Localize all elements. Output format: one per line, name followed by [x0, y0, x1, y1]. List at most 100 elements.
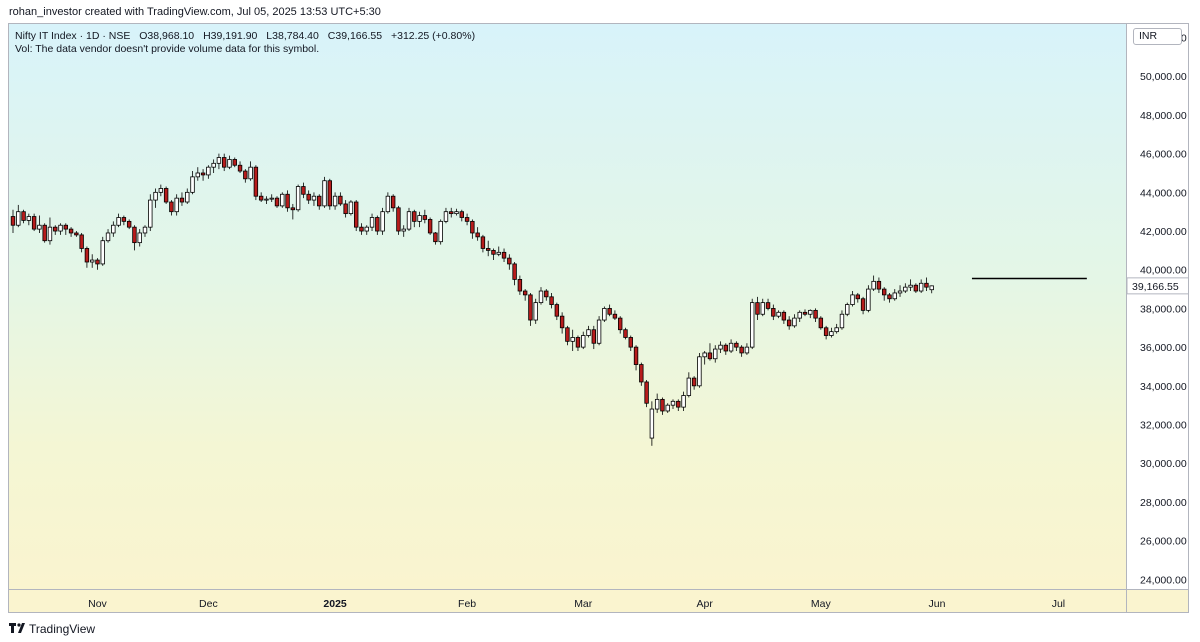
time-tick-label: Feb [458, 598, 476, 610]
plot-area[interactable] [9, 24, 1126, 589]
candle-up [908, 284, 913, 288]
candle-up [570, 337, 575, 342]
candle-up [665, 404, 670, 412]
candle-up [697, 356, 702, 387]
candle-down [544, 290, 549, 298]
candle-down [63, 224, 68, 230]
legend-close: C39,166.55 [327, 30, 383, 42]
candle-down [84, 248, 90, 263]
time-tick-label: Jun [929, 598, 946, 610]
legend-low: L38,784.40 [266, 30, 319, 42]
candle-up [174, 197, 179, 213]
tradingview-logo[interactable]: TradingView [9, 621, 95, 636]
candle-up [728, 342, 734, 352]
price-axis[interactable] [1126, 24, 1188, 589]
candle-up [581, 335, 586, 348]
candle-down [338, 195, 343, 205]
candle-up [280, 193, 285, 207]
chart-container[interactable]: 52,000.0050,000.0048,000.0046,000.0044,0… [8, 23, 1189, 613]
candle-down [221, 157, 227, 168]
candle-up [702, 352, 707, 358]
time-tick-label: May [811, 598, 832, 610]
price-tick-label: 36,000.00 [1140, 342, 1187, 354]
candle-up [871, 280, 876, 290]
candle-up [686, 377, 692, 396]
price-tick-label: 38,000.00 [1140, 303, 1187, 315]
candle-up [681, 395, 686, 408]
symbol-legend: Nifty IT Index · 1D · NSE O38,968.10 H39… [15, 30, 475, 56]
candle-up [903, 286, 908, 292]
candle-down [79, 234, 84, 249]
candle-up [47, 226, 53, 242]
candle-down [464, 217, 470, 222]
time-tick-label: Nov [88, 598, 107, 610]
candle-down [660, 398, 665, 412]
candle-down [575, 337, 581, 348]
candle-down [913, 284, 919, 292]
candle-up [834, 327, 839, 333]
currency-button[interactable]: INR [1133, 28, 1182, 45]
candle-down [327, 180, 332, 207]
candle-up [37, 224, 42, 230]
candle-up [586, 329, 591, 336]
candle-up [829, 331, 834, 336]
candle-down [433, 232, 438, 243]
candle-down [390, 195, 396, 209]
candle-up [443, 211, 449, 222]
price-tick-label: 42,000.00 [1140, 226, 1187, 238]
candle-up [538, 290, 544, 304]
candle-down [786, 319, 792, 327]
candle-up [596, 319, 602, 344]
candle-down [317, 195, 322, 207]
time-axis-divider [9, 589, 1188, 590]
candle-up [713, 348, 718, 360]
price-tick-label: 48,000.00 [1140, 110, 1187, 122]
candle-up [929, 285, 934, 291]
price-tick-label: 34,000.00 [1140, 381, 1187, 393]
candle-down [301, 186, 306, 195]
candle-down [517, 279, 523, 292]
candle-up [16, 211, 21, 226]
tradingview-logo-text: TradingView [29, 621, 96, 636]
candle-down [860, 298, 866, 311]
candle-down [200, 172, 206, 176]
candle-down [691, 377, 697, 387]
candle-up [385, 195, 391, 213]
legend-high: H39,191.90 [203, 30, 258, 42]
price-tick-label: 44,000.00 [1140, 187, 1187, 199]
price-tick-label: 26,000.00 [1140, 536, 1187, 548]
candle-down [449, 211, 454, 215]
candle-up [380, 211, 385, 232]
candle-up [116, 217, 121, 226]
legend-symbol[interactable]: Nifty IT Index · 1D · NSE [15, 30, 131, 42]
price-tick-label: 40,000.00 [1140, 265, 1187, 277]
candle-down [802, 311, 808, 315]
candle-up [195, 172, 200, 178]
candle-down [53, 226, 58, 232]
candle-up [190, 176, 195, 193]
candle-up [845, 304, 850, 315]
time-axis[interactable] [9, 589, 1188, 612]
candle-down [42, 224, 47, 242]
candle-down [549, 296, 554, 305]
candle-up [417, 215, 422, 222]
candle-up [311, 195, 317, 201]
candle-down [734, 342, 739, 348]
candle-up [850, 294, 855, 305]
time-tick-label: Jul [1052, 598, 1065, 610]
candle-up [866, 288, 871, 311]
candle-down [21, 211, 26, 221]
candle-up [897, 290, 903, 294]
candle-down [412, 211, 417, 222]
candle-down [253, 166, 259, 197]
candle-down [591, 329, 596, 344]
candle-up [369, 217, 375, 228]
candle-down [618, 317, 623, 331]
candle-up [148, 199, 153, 228]
candle-down [306, 193, 311, 201]
candle-down [121, 217, 127, 222]
candle-down [607, 308, 612, 315]
candle-up [797, 311, 802, 319]
candle-down [707, 352, 713, 360]
candlestick-chart[interactable]: 52,000.0050,000.0048,000.0046,000.0044,0… [9, 24, 1189, 613]
